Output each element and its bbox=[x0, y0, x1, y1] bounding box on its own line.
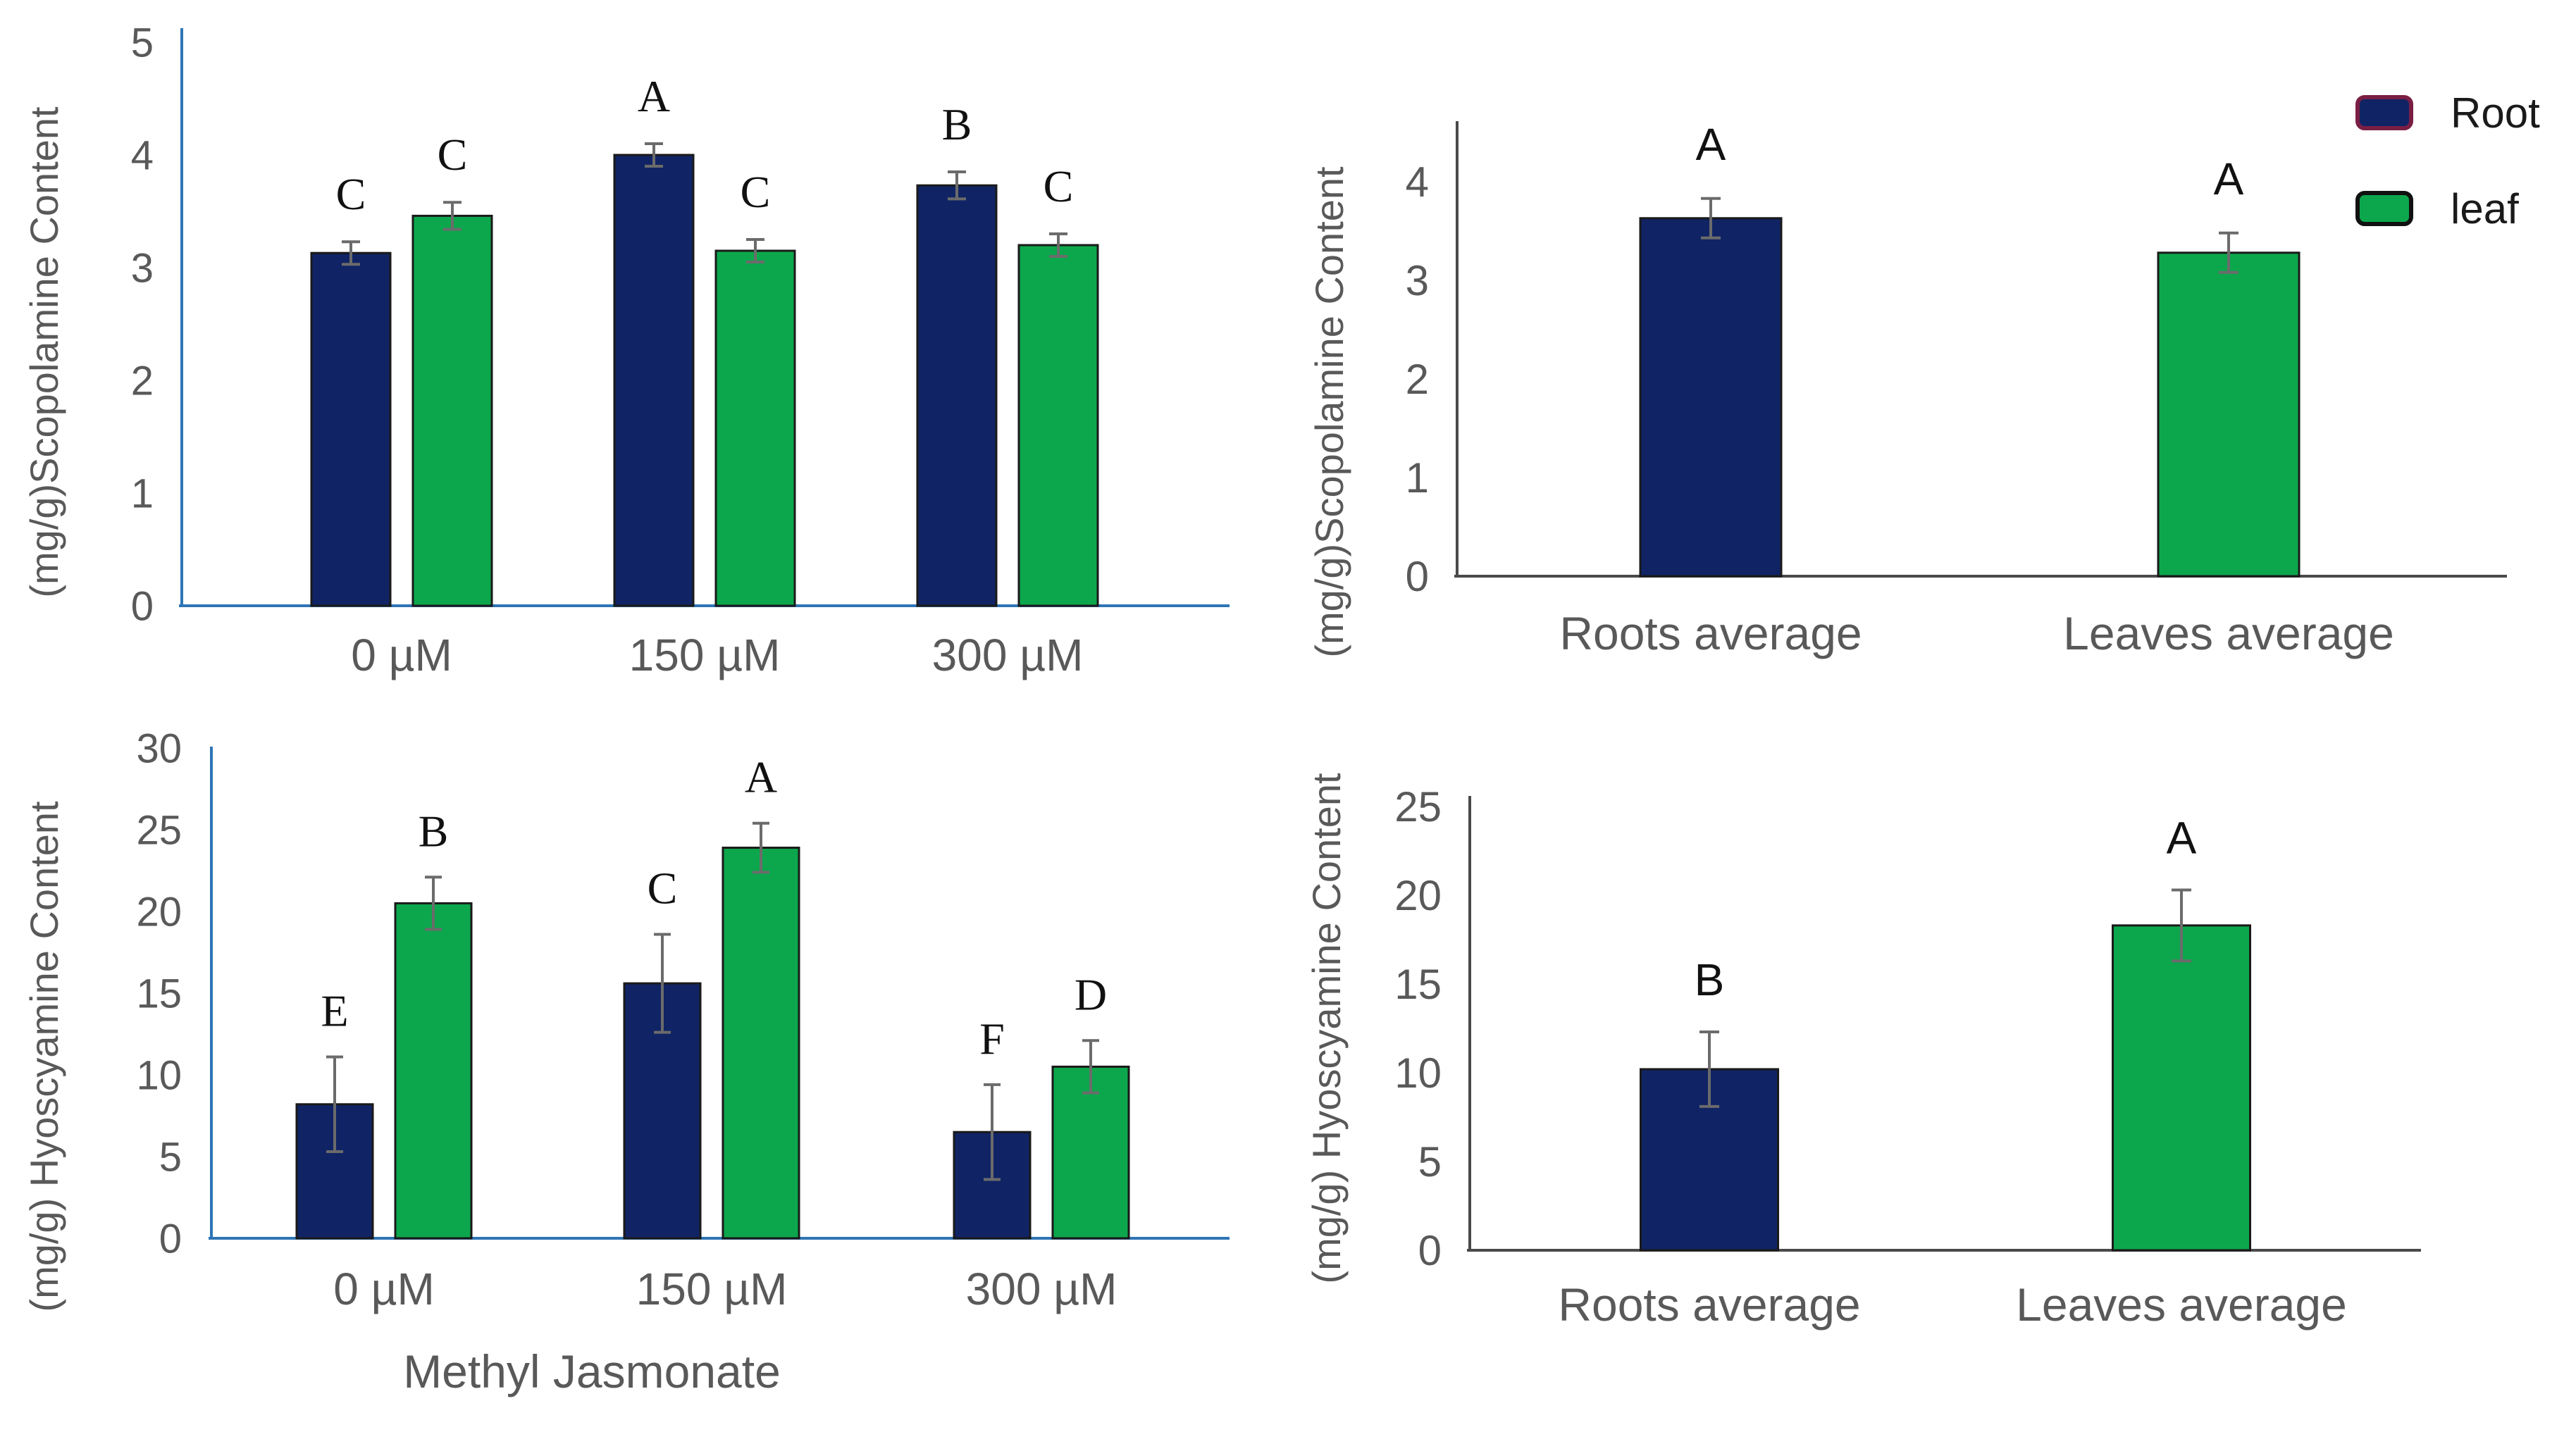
y-tick-label: 0 bbox=[131, 583, 154, 629]
significance-letter: C bbox=[438, 130, 468, 180]
bar-leaf bbox=[2157, 251, 2301, 578]
significance-letter: C bbox=[1044, 161, 1074, 211]
significance-letter: D bbox=[1075, 969, 1107, 1019]
significance-letter: B bbox=[1695, 954, 1725, 1005]
category-label: Roots average bbox=[1558, 1278, 1860, 1331]
bar-leaf bbox=[722, 847, 800, 1240]
bar-root bbox=[916, 184, 998, 607]
significance-letter: A bbox=[1696, 119, 1726, 170]
y-tick-label: 25 bbox=[1394, 783, 1442, 830]
chart-scopolamine-averages: (mg/g)Scopolamine Content 0 1 2 3 4 A Roots ave… bbox=[1307, 89, 2540, 659]
category-label: Leaves average bbox=[2016, 1278, 2347, 1331]
bar-leaf bbox=[1017, 244, 1099, 607]
significance-letter: E bbox=[321, 985, 348, 1035]
chart-scopolamine-by-treatment: (mg/g)Scopolamine Content 0 1 2 3 4 5 C C 0 µM A C 1… bbox=[22, 20, 1230, 680]
y-tick-label: 2 bbox=[131, 358, 154, 404]
significance-letter: C bbox=[336, 169, 366, 219]
legend-label: leaf bbox=[2451, 185, 2519, 232]
significance-letter: A bbox=[2167, 812, 2197, 863]
y-tick-label: 0 bbox=[1406, 553, 1429, 600]
y-tick-label: 20 bbox=[136, 889, 182, 935]
y-tick-label: 1 bbox=[1406, 454, 1429, 502]
y-axis-title: (mg/g)Scopolamine Content bbox=[22, 106, 66, 598]
bar-root bbox=[1639, 217, 1783, 578]
bar-leaf bbox=[411, 214, 493, 607]
chart-hyoscyamine-averages: (mg/g) Hyoscyamine Content 0 5 10 15 20 25 B Roo… bbox=[1304, 773, 2421, 1331]
y-tick-label: 0 bbox=[1418, 1227, 1442, 1274]
x-axis-title: Methyl Jasmonate bbox=[403, 1345, 781, 1397]
y-axis-title: (mg/g) Hyoscyamine Content bbox=[1304, 773, 1349, 1284]
category-label: 150 µM bbox=[636, 1264, 788, 1314]
significance-letter: F bbox=[979, 1014, 1005, 1064]
bar-leaf bbox=[714, 249, 796, 607]
category-label: 0 µM bbox=[333, 1264, 435, 1314]
category-label: 0 µM bbox=[351, 630, 452, 680]
y-tick-label: 1 bbox=[131, 471, 154, 516]
y-tick-label: 15 bbox=[1394, 961, 1442, 1008]
bar-leaf bbox=[2112, 924, 2251, 1252]
y-axis-title: (mg/g)Scopolamine Content bbox=[1307, 166, 1351, 658]
category-label: Leaves average bbox=[2063, 607, 2394, 659]
y-tick-label: 4 bbox=[1406, 158, 1429, 206]
y-tick-label: 25 bbox=[136, 807, 182, 853]
significance-letter: B bbox=[419, 806, 449, 856]
y-tick-label: 5 bbox=[159, 1134, 182, 1180]
y-tick-label: 0 bbox=[159, 1216, 182, 1262]
chart-hyoscyamine-by-treatment: (mg/g) Hyoscyamine Content 0 5 10 15 20 25 30 E B… bbox=[22, 726, 1230, 1397]
bar-root bbox=[310, 251, 392, 607]
y-tick-label: 4 bbox=[131, 132, 154, 178]
bar-leaf bbox=[394, 902, 473, 1240]
y-tick-label: 2 bbox=[1406, 356, 1429, 403]
legend-swatch-leaf bbox=[2355, 191, 2413, 226]
y-tick-label: 3 bbox=[131, 245, 154, 291]
y-tick-label: 15 bbox=[136, 971, 182, 1016]
legend-swatch-root bbox=[2355, 95, 2413, 130]
legend-label: Root bbox=[2451, 89, 2540, 137]
category-label: 300 µM bbox=[932, 630, 1084, 680]
y-tick-label: 30 bbox=[136, 726, 182, 771]
category-label: 300 µM bbox=[966, 1264, 1117, 1314]
category-label: 150 µM bbox=[629, 630, 781, 680]
y-tick-label: 20 bbox=[1394, 872, 1442, 919]
y-tick-label: 5 bbox=[1418, 1138, 1442, 1185]
bar-root bbox=[613, 154, 695, 607]
y-tick-label: 5 bbox=[131, 20, 154, 66]
significance-letter: C bbox=[741, 167, 771, 217]
category-label: Roots average bbox=[1559, 607, 1862, 659]
y-tick-label: 3 bbox=[1406, 257, 1429, 304]
bar-leaf bbox=[1051, 1065, 1130, 1240]
significance-letter: B bbox=[942, 99, 972, 149]
y-tick-label: 10 bbox=[1394, 1050, 1442, 1097]
significance-letter: A bbox=[2214, 154, 2244, 204]
y-axis-title: (mg/g) Hyoscyamine Content bbox=[22, 801, 66, 1312]
significance-letter: A bbox=[638, 71, 670, 121]
significance-letter: C bbox=[648, 863, 678, 913]
significance-letter: A bbox=[745, 752, 777, 802]
y-tick-label: 10 bbox=[136, 1052, 182, 1098]
